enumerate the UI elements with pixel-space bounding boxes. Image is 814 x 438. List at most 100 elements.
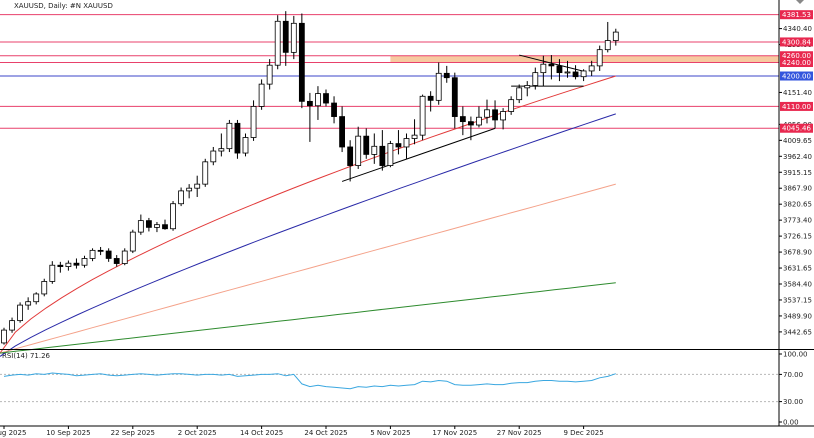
candle-body bbox=[572, 71, 579, 78]
candle-body bbox=[113, 258, 120, 264]
candle-body bbox=[532, 72, 539, 86]
candle-body bbox=[411, 134, 418, 139]
candle-body bbox=[170, 203, 176, 230]
candle-body bbox=[194, 183, 201, 189]
candle-body bbox=[266, 64, 273, 85]
candle-body bbox=[226, 122, 233, 150]
candle-body bbox=[97, 249, 104, 252]
candle-body bbox=[419, 95, 426, 136]
price-level-tag bbox=[780, 58, 813, 68]
candle-body bbox=[556, 65, 563, 74]
candle-body bbox=[403, 138, 410, 148]
candle-body bbox=[89, 249, 96, 259]
time-tick-label: 2 Oct 2025 bbox=[178, 429, 217, 437]
candle-body bbox=[604, 40, 611, 51]
price-level-tag bbox=[780, 37, 813, 47]
candle-body bbox=[81, 258, 88, 266]
candle-body bbox=[588, 65, 595, 72]
time-tick-label: 9 Dec 2025 bbox=[563, 429, 603, 437]
candle-body bbox=[65, 262, 72, 267]
candle-body bbox=[484, 109, 490, 118]
candle-body bbox=[33, 293, 40, 303]
candle-body bbox=[25, 301, 32, 306]
candle-body bbox=[524, 85, 531, 89]
ema-line bbox=[0, 282, 616, 354]
time-tick-label: 10 Sep 2025 bbox=[46, 429, 90, 437]
candle-body bbox=[347, 146, 354, 166]
candle-body bbox=[580, 70, 587, 78]
candle-body bbox=[121, 250, 128, 264]
candle-body bbox=[540, 63, 547, 74]
candle-body bbox=[467, 121, 474, 126]
candle-body bbox=[443, 72, 450, 79]
candle-body bbox=[57, 264, 64, 267]
price-tick-label: 4340.40 bbox=[783, 25, 812, 33]
rsi-tick-label: 70.00 bbox=[783, 371, 803, 379]
candle-body bbox=[73, 262, 80, 266]
price-tick-label: 3773.40 bbox=[783, 217, 812, 225]
candle-body bbox=[331, 102, 337, 117]
time-tick-label: 29 Aug 2025 bbox=[0, 429, 26, 437]
candle-body bbox=[323, 93, 329, 104]
candle-body bbox=[339, 116, 346, 148]
resistance-zone bbox=[390, 55, 779, 63]
time-tick-label: 24 Oct 2025 bbox=[304, 429, 347, 437]
candle-body bbox=[548, 63, 555, 67]
price-level-tag-label: 4045.46 bbox=[782, 125, 811, 133]
candle-body bbox=[274, 20, 281, 66]
candle-body bbox=[258, 83, 265, 107]
price-tick-label: 4009.65 bbox=[783, 137, 812, 145]
candle-body bbox=[145, 220, 152, 228]
chart-shift-marker-icon bbox=[796, 0, 804, 4]
candle-body bbox=[137, 220, 144, 233]
candle-body bbox=[210, 150, 217, 163]
candle-body bbox=[41, 281, 48, 295]
price-level-tag-label: 4110.00 bbox=[782, 103, 811, 111]
candle-body bbox=[612, 31, 619, 41]
candle-body bbox=[1, 329, 7, 344]
rsi-line bbox=[3, 372, 616, 390]
time-tick-label: 5 Nov 2025 bbox=[370, 429, 410, 437]
candle-body bbox=[363, 135, 370, 155]
price-tick-label: 3537.15 bbox=[783, 296, 812, 304]
price-tick-label: 3867.90 bbox=[783, 185, 812, 193]
ema-line bbox=[0, 113, 616, 357]
price-level-tag bbox=[780, 71, 813, 81]
price-level-tag bbox=[780, 123, 813, 133]
price-level-tag-label: 4300.84 bbox=[782, 38, 811, 46]
candle-body bbox=[234, 122, 241, 154]
candle-body bbox=[427, 95, 434, 101]
candle-body bbox=[516, 87, 523, 101]
price-tick-label: 3489.90 bbox=[783, 312, 812, 320]
rsi-label: RSI(14) 71.26 bbox=[2, 352, 51, 360]
candle-body bbox=[298, 22, 305, 102]
price-tick-label: 4151.40 bbox=[783, 89, 812, 97]
candle-body bbox=[492, 109, 498, 121]
candle-body bbox=[162, 224, 168, 230]
price-level-tag bbox=[780, 10, 813, 20]
candle-body bbox=[186, 187, 193, 192]
candle-body bbox=[17, 304, 24, 322]
price-level-tag-label: 4240.00 bbox=[782, 59, 811, 67]
candle-body bbox=[371, 145, 378, 155]
price-tick-label: 3631.65 bbox=[783, 265, 812, 273]
candle-body bbox=[435, 72, 442, 101]
candle-body bbox=[9, 320, 15, 331]
trendline bbox=[341, 127, 496, 182]
candle-body bbox=[379, 145, 386, 166]
candle-body bbox=[178, 190, 185, 205]
candle-body bbox=[451, 77, 458, 117]
candle-body bbox=[105, 250, 112, 259]
price-tick-label: 3442.65 bbox=[783, 328, 812, 336]
candle-body bbox=[596, 49, 603, 67]
time-tick-label: 14 Oct 2025 bbox=[240, 429, 283, 437]
price-tick-label: 3678.90 bbox=[783, 249, 812, 257]
candle-body bbox=[154, 224, 160, 228]
ema-line bbox=[0, 183, 616, 354]
candle-body bbox=[129, 231, 136, 252]
candle-body bbox=[49, 264, 56, 282]
time-tick-label: 27 Nov 2025 bbox=[497, 429, 542, 437]
candle-body bbox=[306, 100, 313, 107]
